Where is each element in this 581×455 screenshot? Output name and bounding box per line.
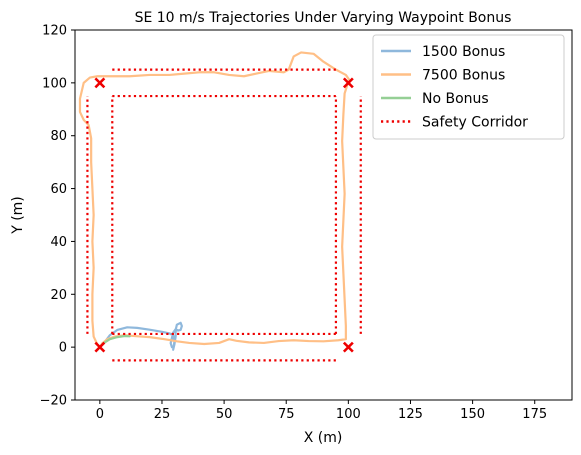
legend-label-no-bonus: No Bonus bbox=[422, 91, 489, 107]
waypoint-marker bbox=[94, 77, 106, 89]
x-tick-label: 75 bbox=[278, 407, 295, 422]
legend-label-7500-bonus: 7500 Bonus bbox=[422, 68, 505, 84]
y-tick-label: 60 bbox=[50, 182, 67, 197]
y-axis-ticks: −20 0 20 40 60 80 100 120 bbox=[40, 24, 75, 409]
no-bonus-line bbox=[98, 334, 131, 349]
1500-bonus-line bbox=[98, 321, 183, 351]
x-tick-label: 25 bbox=[154, 407, 171, 422]
waypoint-marker bbox=[342, 341, 354, 353]
x-tick-label: 125 bbox=[398, 407, 423, 422]
x-axis-ticks: 0 25 50 75 100 125 150 175 bbox=[96, 400, 547, 422]
waypoint-marker bbox=[342, 77, 354, 89]
y-tick-label: −20 bbox=[40, 394, 67, 409]
y-tick-label: 40 bbox=[50, 235, 67, 250]
y-axis-label: Y (m) bbox=[10, 196, 26, 235]
y-tick-label: 120 bbox=[42, 24, 67, 39]
waypoint-marker bbox=[94, 341, 106, 353]
x-tick-label: 100 bbox=[336, 407, 361, 422]
legend-label-1500-bonus: 1500 Bonus bbox=[422, 44, 505, 60]
7500-bonus-line bbox=[78, 51, 351, 349]
legend-label-safety-corridor: Safety Corridor bbox=[422, 115, 528, 131]
y-tick-label: 20 bbox=[50, 288, 67, 303]
plot-frame bbox=[74, 29, 573, 401]
y-tick-label: 80 bbox=[50, 129, 67, 144]
y-tick-label: 100 bbox=[42, 76, 67, 91]
y-tick-label: 0 bbox=[59, 341, 67, 356]
x-tick-label: 150 bbox=[460, 407, 485, 422]
chart-title: SE 10 m/s Trajectories Under Varying Way… bbox=[135, 10, 512, 26]
x-tick-label: 50 bbox=[216, 407, 233, 422]
x-tick-label: 175 bbox=[522, 407, 547, 422]
x-tick-label: 0 bbox=[96, 407, 104, 422]
plot-area bbox=[78, 51, 362, 362]
x-axis-label: X (m) bbox=[304, 430, 343, 446]
legend-box bbox=[372, 34, 565, 140]
legend: 1500 Bonus 7500 Bonus No Bonus Safety Corri… bbox=[372, 34, 565, 140]
